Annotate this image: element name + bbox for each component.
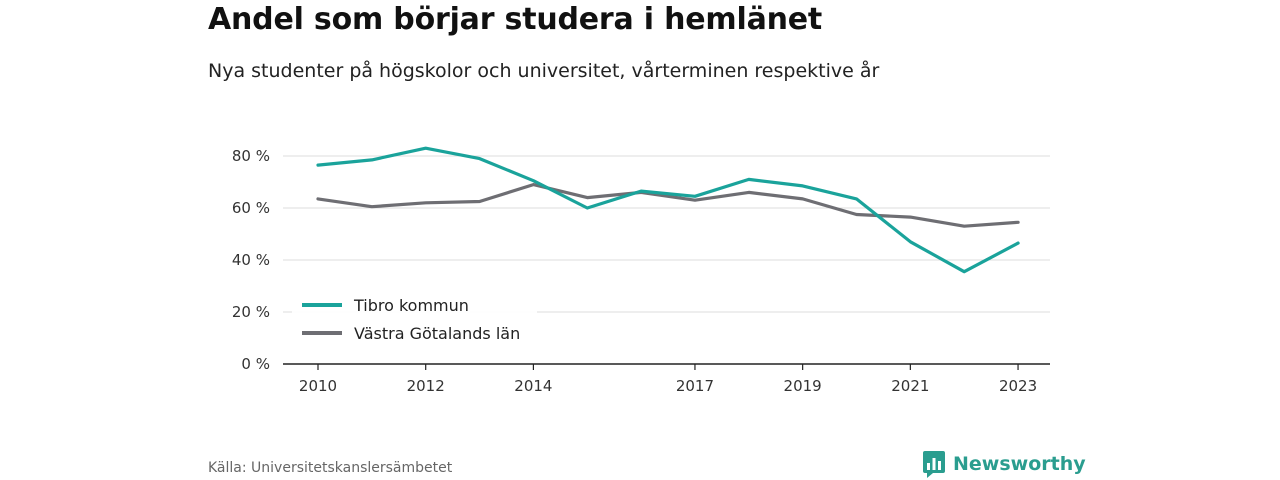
y-tick-label: 40 % <box>232 251 270 269</box>
series-line-tibro <box>316 146 1020 274</box>
x-tick-label: 2023 <box>999 377 1037 395</box>
series-lines <box>316 146 1020 274</box>
x-tick-label: 2021 <box>891 377 929 395</box>
x-axis: 2010 2012 2014 2017 2019 2021 2023 <box>283 363 1050 395</box>
x-tick-label: 2017 <box>676 377 714 395</box>
legend-background <box>292 288 537 352</box>
brand-name: Newsworthy <box>953 453 1086 475</box>
chart-title: Andel som börjar studera i hemlänet <box>208 2 823 37</box>
x-tick-label: 2019 <box>784 377 822 395</box>
chart-speech-bubble-icon <box>923 451 945 478</box>
line-chart: 0 % 20 % 40 % 60 % 80 % 2010 2012 2014 2017 2019… <box>232 146 1050 395</box>
x-tick-label: 2010 <box>299 377 337 395</box>
legend-label: Västra Götalands län <box>354 324 520 343</box>
x-tick-label: 2014 <box>514 377 552 395</box>
y-tick-label: 0 % <box>241 355 270 373</box>
y-tick-label: 80 % <box>232 147 270 165</box>
x-tick-label: 2012 <box>407 377 445 395</box>
series-line-vastra-gotaland <box>316 183 1020 228</box>
source-note: Källa: Universitetskanslersämbetet <box>208 460 453 476</box>
legend-label: Tibro kommun <box>353 296 469 315</box>
brand-logo: Newsworthy <box>922 450 1086 478</box>
legend: Tibro kommun Västra Götalands län <box>292 288 537 352</box>
y-tick-label: 60 % <box>232 199 270 217</box>
y-tick-label: 20 % <box>232 303 270 321</box>
chart-subtitle: Nya studenter på högskolor och universit… <box>208 60 880 82</box>
y-axis: 0 % 20 % 40 % 60 % 80 % <box>232 147 270 373</box>
